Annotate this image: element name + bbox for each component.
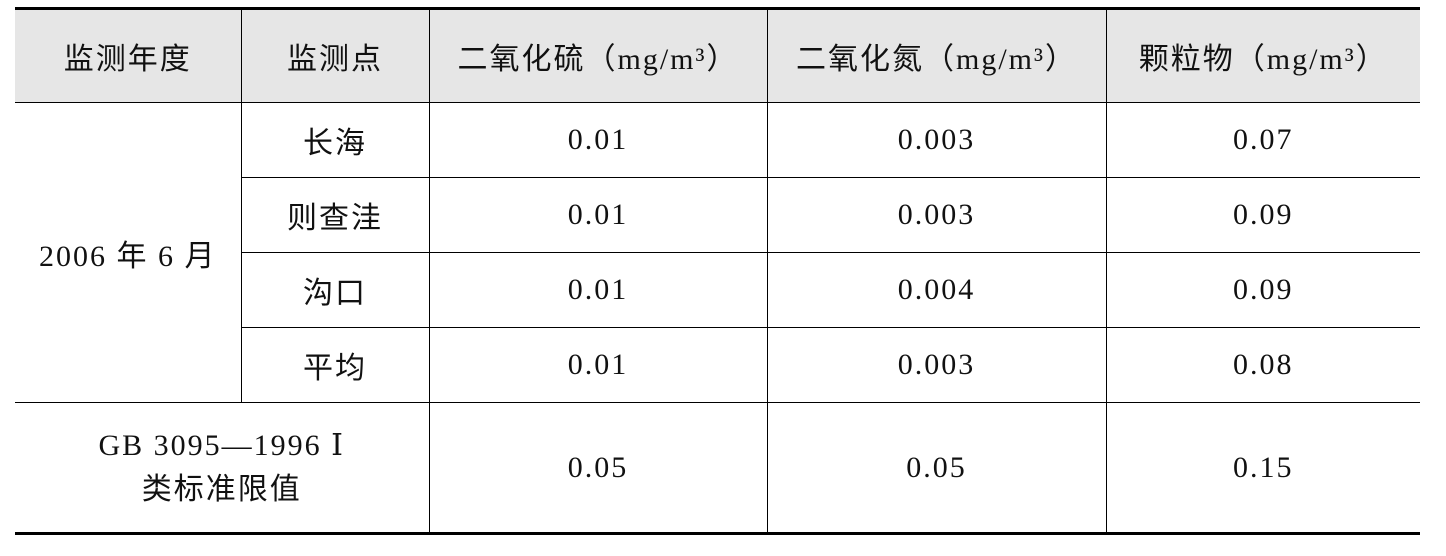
- cell: 0.05: [428, 402, 768, 535]
- cell: 0.003: [766, 102, 1107, 178]
- cell: 0.07: [1105, 102, 1420, 178]
- cell: 则查洼: [241, 177, 430, 253]
- cell: 0.09: [1105, 252, 1420, 328]
- cell: 0.004: [766, 252, 1107, 328]
- label-line: GB 3095—1996 Ⅰ: [98, 428, 346, 462]
- cell: 0.09: [1105, 177, 1420, 253]
- cell: 0.01: [428, 177, 768, 253]
- standard-label: GB 3095—1996 Ⅰ 类标准限值: [15, 402, 430, 535]
- cell: 0.08: [1105, 327, 1420, 403]
- cell: 平均: [241, 327, 430, 403]
- cell: 长海: [240, 102, 430, 178]
- header-cell: 二氧化氮（mg/m³）: [766, 7, 1107, 103]
- row: 平均 0.01 0.003 0.08: [15, 327, 1420, 403]
- data-table: 监测年度 监测点 二氧化硫（mg/m³） 二氧化氮（mg/m³） 颗粒物（mg/…: [15, 7, 1420, 535]
- label-line: 类标准限值: [141, 472, 302, 506]
- header-cell: 监测年度: [15, 7, 242, 103]
- period-cell: 2006 年 6 月: [15, 102, 242, 403]
- cell: 沟口: [241, 252, 430, 328]
- header-cell: 二氧化硫（mg/m³）: [428, 7, 768, 103]
- cell: 0.003: [766, 327, 1107, 403]
- header-cell: 监测点: [240, 7, 430, 103]
- cell: 0.15: [1105, 402, 1420, 535]
- standard-row: GB 3095—1996 Ⅰ 类标准限值 0.05 0.05 0.15: [15, 402, 1420, 535]
- row: 2006 年 6 月 长海 0.01 0.003 0.07: [15, 102, 1420, 403]
- cell: 0.01: [428, 102, 768, 178]
- cell: 0.01: [428, 327, 768, 403]
- header-row: 监测年度 监测点 二氧化硫（mg/m³） 二氧化氮（mg/m³） 颗粒物（mg/…: [15, 7, 1420, 103]
- cell: 0.01: [428, 252, 768, 328]
- row: 则查洼 0.01 0.003 0.09: [15, 177, 1420, 253]
- header-cell: 颗粒物（mg/m³）: [1105, 7, 1420, 103]
- cell: 0.05: [766, 402, 1107, 535]
- cell: 0.003: [766, 177, 1107, 253]
- row: 沟口 0.01 0.004 0.09: [15, 252, 1420, 328]
